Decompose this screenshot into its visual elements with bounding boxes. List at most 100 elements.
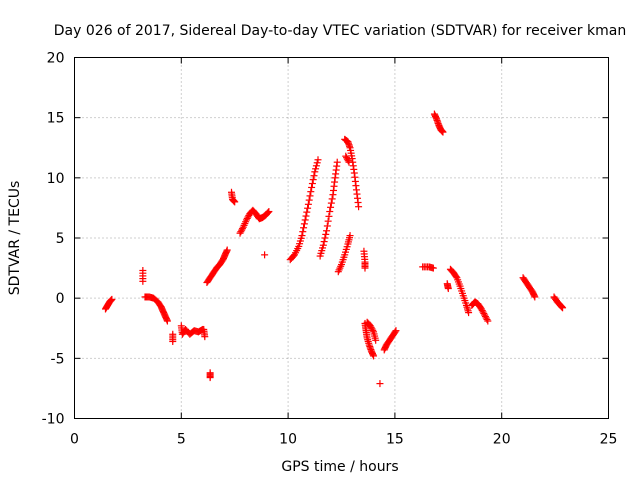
data-point bbox=[444, 285, 452, 293]
data-point bbox=[323, 227, 331, 235]
data-point bbox=[306, 192, 314, 200]
data-point bbox=[478, 307, 486, 315]
data-point bbox=[484, 317, 492, 325]
data-point bbox=[344, 157, 352, 165]
data-point bbox=[108, 295, 116, 303]
x-tick-label: 10 bbox=[279, 432, 297, 448]
data-point bbox=[479, 308, 487, 316]
data-point bbox=[429, 264, 437, 272]
x-tick-label: 20 bbox=[493, 432, 511, 448]
data-point bbox=[321, 234, 329, 242]
x-tick-label: 15 bbox=[386, 432, 404, 448]
data-point bbox=[305, 196, 313, 204]
data-point bbox=[355, 203, 363, 211]
data-point bbox=[482, 314, 490, 322]
data-point bbox=[299, 228, 307, 236]
data-point bbox=[231, 198, 239, 206]
data-point bbox=[304, 204, 312, 212]
data-point bbox=[361, 264, 369, 272]
data-point bbox=[326, 208, 334, 216]
data-point bbox=[346, 232, 354, 240]
data-point bbox=[322, 230, 330, 238]
data-point bbox=[237, 228, 245, 236]
data-point bbox=[236, 229, 244, 237]
data-point bbox=[312, 162, 320, 170]
y-tick-label: 5 bbox=[56, 231, 65, 247]
data-point bbox=[206, 374, 214, 382]
data-point bbox=[298, 232, 306, 240]
x-tick-label: 25 bbox=[600, 432, 618, 448]
data-point bbox=[324, 217, 332, 225]
data-point bbox=[465, 309, 473, 317]
data-point bbox=[323, 222, 331, 230]
data-point bbox=[300, 224, 308, 232]
data-point bbox=[304, 200, 312, 208]
data-point bbox=[333, 158, 341, 166]
data-point bbox=[531, 293, 539, 301]
data-point bbox=[480, 310, 488, 318]
x-axis-label: GPS time / hours bbox=[281, 459, 398, 475]
x-tick-label: 5 bbox=[177, 432, 186, 448]
data-point bbox=[303, 208, 311, 216]
data-point bbox=[309, 176, 317, 184]
y-tick-label: -5 bbox=[51, 351, 65, 367]
data-point bbox=[320, 238, 328, 246]
data-point bbox=[242, 216, 250, 224]
data-point bbox=[477, 305, 485, 313]
data-point bbox=[308, 180, 316, 188]
data-point bbox=[264, 208, 272, 216]
data-point bbox=[343, 155, 351, 163]
chart-title: Day 026 of 2017, Sidereal Day-to-day VTE… bbox=[54, 23, 626, 39]
grid-lines bbox=[74, 57, 609, 419]
x-tick-label: 0 bbox=[70, 432, 79, 448]
data-point bbox=[308, 183, 316, 191]
y-axis-label: SDTVAR / TECUs bbox=[7, 181, 23, 296]
data-point bbox=[302, 212, 310, 220]
data-point bbox=[261, 251, 269, 259]
data-point bbox=[243, 214, 251, 222]
y-tick-label: 15 bbox=[47, 111, 65, 127]
y-tick-label: 10 bbox=[47, 171, 65, 187]
y-tick-label: -10 bbox=[42, 412, 65, 428]
data-point bbox=[370, 352, 378, 360]
plot-frame bbox=[74, 57, 609, 419]
data-point bbox=[327, 199, 335, 207]
data-point bbox=[244, 213, 252, 221]
data-point bbox=[310, 172, 318, 180]
data-point bbox=[265, 208, 273, 216]
data-point bbox=[452, 273, 460, 281]
y-tick-label: 0 bbox=[56, 291, 65, 307]
data-point bbox=[311, 168, 319, 176]
data-point bbox=[314, 156, 322, 164]
data-point bbox=[367, 323, 375, 331]
data-point bbox=[439, 128, 447, 136]
data-point bbox=[301, 216, 309, 224]
data-point bbox=[325, 212, 333, 220]
data-point bbox=[559, 304, 567, 312]
data-point bbox=[313, 159, 321, 167]
axis-ticks: 0 5 10 15 20 25 -10 -5 0 5 10 15 20 bbox=[42, 51, 618, 448]
data-point bbox=[223, 246, 231, 254]
data-points bbox=[101, 110, 567, 388]
data-point bbox=[328, 195, 336, 203]
data-point bbox=[392, 327, 400, 335]
data-point bbox=[369, 326, 377, 334]
data-point bbox=[238, 226, 246, 234]
data-point bbox=[139, 277, 147, 285]
data-point bbox=[300, 220, 308, 228]
data-point bbox=[481, 311, 489, 319]
data-point bbox=[345, 158, 353, 166]
y-tick-label: 20 bbox=[47, 51, 65, 67]
data-point bbox=[342, 152, 350, 160]
data-point bbox=[163, 317, 171, 325]
data-point bbox=[319, 241, 327, 249]
data-point bbox=[368, 325, 376, 333]
data-point bbox=[307, 188, 315, 196]
data-point bbox=[372, 336, 380, 344]
data-point bbox=[312, 165, 320, 173]
data-point bbox=[481, 313, 489, 321]
data-point bbox=[391, 328, 399, 336]
data-point bbox=[201, 333, 209, 341]
data-point bbox=[376, 380, 384, 388]
